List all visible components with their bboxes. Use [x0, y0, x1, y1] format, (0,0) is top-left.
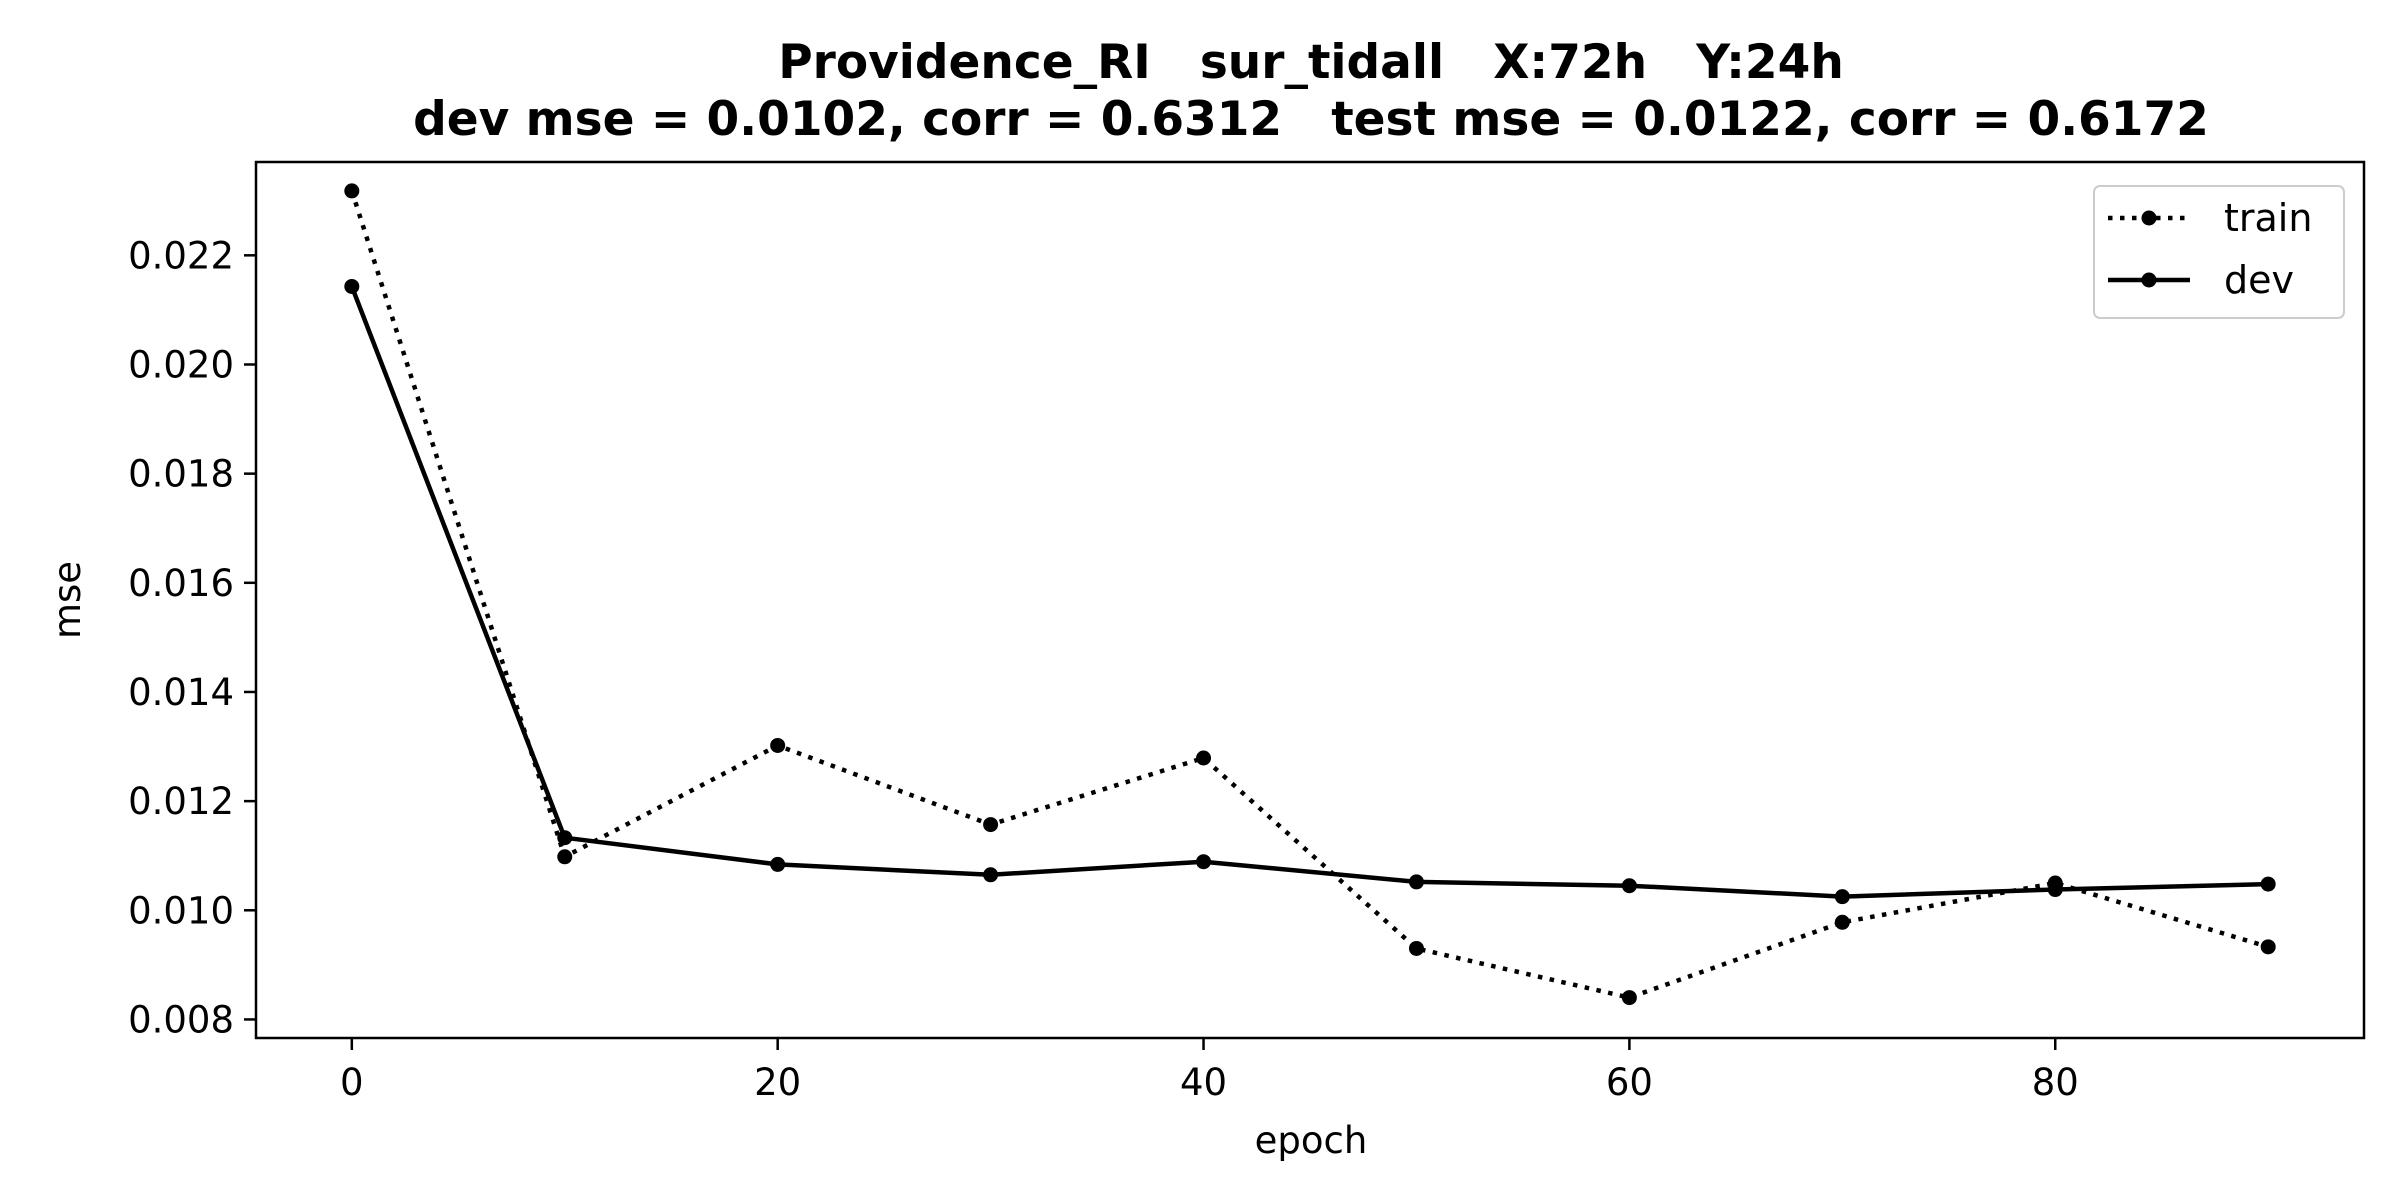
x-tick-label: 80 [2032, 1061, 2079, 1104]
y-tick-label: 0.018 [128, 453, 234, 496]
y-tick-label: 0.010 [128, 889, 234, 932]
chart-title: Providence_RI sur_tidall X:72h Y:24h [778, 35, 1844, 90]
y-tick-label: 0.020 [128, 343, 234, 386]
series-dev-point [770, 856, 786, 872]
series-dev-point [1408, 874, 1424, 890]
series-dev-point [983, 867, 999, 883]
series-train-point [1621, 990, 1637, 1006]
series-train-point [770, 737, 786, 753]
series-dev-point [1621, 878, 1637, 894]
series-train-line [349, 190, 2269, 1000]
series-train-point [1196, 750, 1212, 766]
series-train-point [344, 183, 360, 199]
y-axis-label: mse [46, 561, 89, 639]
x-tick-label: 0 [340, 1061, 364, 1104]
legend-dev-label: dev [2224, 258, 2294, 302]
series-dev-line [349, 285, 2269, 899]
y-tick-label: 0.014 [128, 671, 234, 714]
legend-train-marker [2141, 210, 2157, 226]
x-axis: 0 20 40 60 80 [340, 1038, 2079, 1104]
series-train-point [557, 849, 573, 865]
y-tick-label: 0.016 [128, 562, 234, 605]
x-tick-label: 60 [1606, 1061, 1653, 1104]
series-train-point [1834, 914, 1850, 930]
y-tick-label: 0.012 [128, 780, 234, 823]
series-dev-point [344, 278, 360, 294]
y-tick-label: 0.022 [128, 234, 234, 277]
series-train-point [1408, 940, 1424, 956]
series-train-point [983, 817, 999, 833]
legend-train-label: train [2224, 196, 2312, 240]
x-tick-label: 40 [1180, 1061, 1227, 1104]
series-dev-point [557, 830, 573, 846]
series-train-point [2260, 939, 2276, 955]
series-dev-point [2260, 876, 2276, 892]
series-dev-point [2047, 882, 2063, 898]
series-dev-point [1834, 889, 1850, 905]
legend: train dev [2093, 185, 2345, 319]
plot-area [254, 160, 2366, 1040]
y-tick-label: 0.008 [128, 998, 234, 1041]
x-axis-label: epoch [1255, 1119, 1368, 1162]
series-dev-point [1196, 854, 1212, 870]
y-axis: 0.008 0.010 0.012 0.014 0.016 0.018 0.020 0.022 [128, 234, 256, 1041]
series-layer [344, 183, 2276, 1006]
legend-dev-marker [2141, 272, 2157, 288]
chart-subtitle: dev mse = 0.0102, corr = 0.6312 test mse… [413, 92, 2209, 147]
x-tick-label: 20 [754, 1061, 801, 1104]
